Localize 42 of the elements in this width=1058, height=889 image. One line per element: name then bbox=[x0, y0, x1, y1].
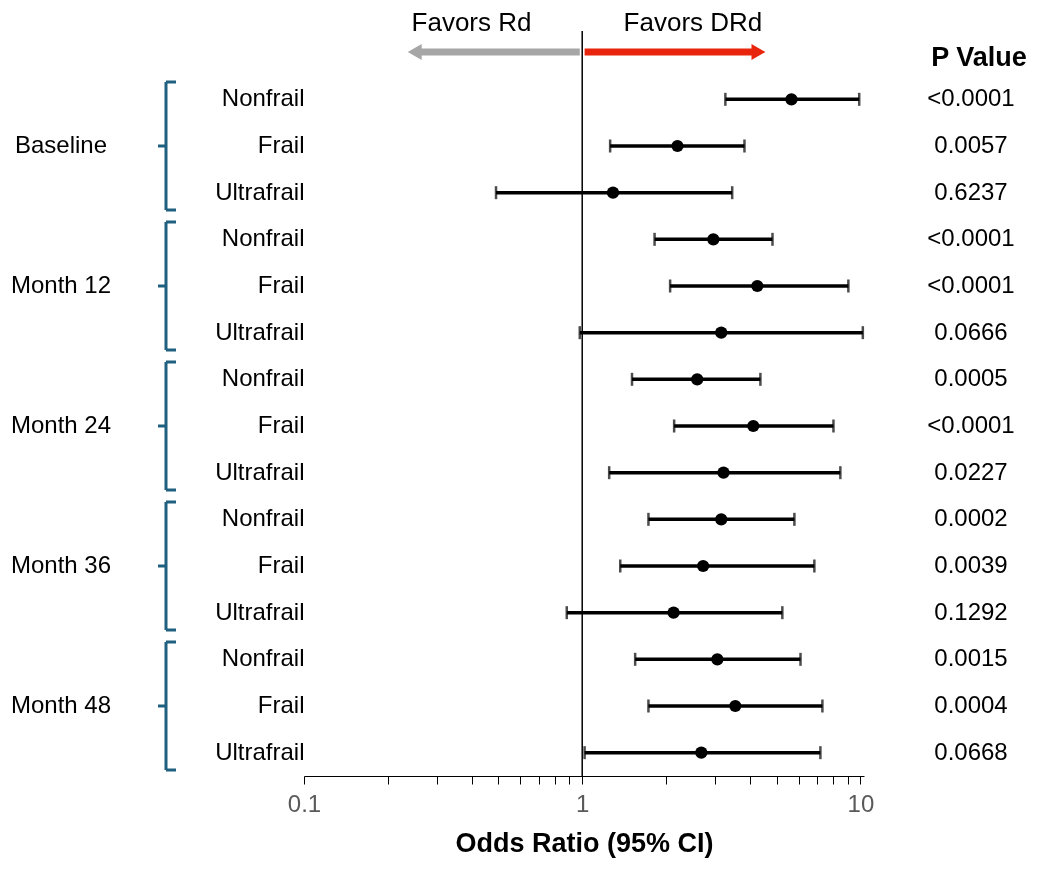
text: 0.0666 bbox=[934, 317, 1008, 345]
text: 0.0057 bbox=[934, 131, 1008, 158]
text: <0.0001 bbox=[927, 84, 1015, 112]
y-tick-label: Nonfrail bbox=[221, 504, 305, 532]
text: <0.0001 bbox=[927, 224, 1015, 252]
annotation: Favors Rd bbox=[411, 7, 532, 37]
y-tick-label: Frail bbox=[257, 551, 305, 578]
y-tick-label: Ultrafrail bbox=[215, 317, 305, 345]
text: 0.6237 bbox=[934, 177, 1008, 205]
x-tick-label: 0.1 bbox=[287, 789, 322, 817]
text: 0.1292 bbox=[934, 597, 1008, 625]
x-axis-title: Odds Ratio (95% CI) bbox=[455, 827, 714, 858]
text: 0.0004 bbox=[934, 691, 1008, 718]
x-tick-label: 10 bbox=[847, 789, 875, 817]
text: Month 48 bbox=[10, 691, 112, 718]
y-tick-label: Nonfrail bbox=[221, 644, 305, 672]
text: Baseline bbox=[14, 131, 108, 158]
y-tick-label: Ultrafrail bbox=[215, 597, 305, 625]
annotation: Favors DRd bbox=[623, 7, 763, 37]
text: <0.0001 bbox=[927, 271, 1015, 298]
text: P Value bbox=[931, 42, 1027, 72]
text: <0.0001 bbox=[927, 411, 1015, 438]
y-tick-label: Frail bbox=[257, 131, 305, 158]
y-tick-label: Nonfrail bbox=[221, 84, 305, 112]
text: 0.0005 bbox=[934, 364, 1008, 392]
y-tick-label: Nonfrail bbox=[221, 224, 305, 252]
text: Month 24 bbox=[10, 411, 112, 438]
text: 0.0227 bbox=[934, 457, 1008, 485]
text: 0.0015 bbox=[934, 644, 1008, 672]
text: Month 36 bbox=[10, 551, 112, 578]
y-tick-label: Frail bbox=[257, 411, 305, 438]
y-tick-label: Nonfrail bbox=[221, 364, 305, 392]
y-tick-label: Frail bbox=[257, 271, 305, 298]
x-tick-label: 1 bbox=[576, 789, 590, 817]
y-tick-label: Ultrafrail bbox=[215, 457, 305, 485]
y-tick-label: Ultrafrail bbox=[215, 177, 305, 205]
y-tick-label: Frail bbox=[257, 691, 305, 718]
text: 0.0668 bbox=[934, 737, 1008, 765]
text: Month 12 bbox=[10, 271, 112, 298]
y-tick-label: Ultrafrail bbox=[215, 737, 305, 765]
text: 0.0039 bbox=[934, 551, 1008, 578]
text: 0.0002 bbox=[934, 504, 1008, 532]
